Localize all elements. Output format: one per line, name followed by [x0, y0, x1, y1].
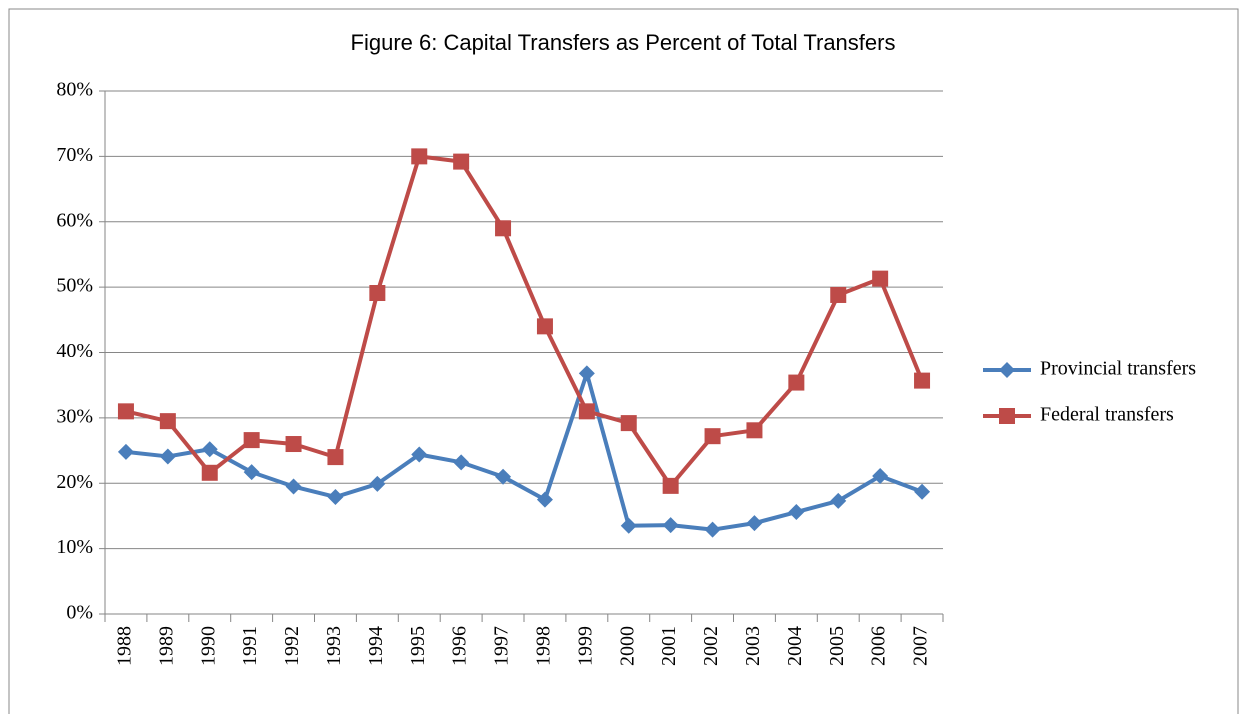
x-tick-label: 1994: [365, 626, 387, 666]
data-point: [578, 403, 595, 420]
legend-marker: [999, 362, 1015, 378]
data-point: [453, 153, 470, 170]
data-point: [117, 443, 134, 460]
y-tick-label: 40%: [56, 340, 93, 362]
x-tick-label: 2006: [868, 626, 890, 666]
x-tick-label: 1997: [491, 626, 513, 666]
y-tick-label: 50%: [56, 275, 93, 297]
y-tick-label: 70%: [56, 144, 93, 166]
data-point: [704, 521, 721, 538]
data-point: [746, 515, 763, 532]
data-point: [662, 477, 679, 494]
data-point: [495, 468, 512, 485]
x-tick-label: 2002: [700, 626, 722, 666]
x-tick-label: 1996: [449, 626, 471, 666]
data-point: [830, 492, 847, 509]
x-tick-label: 2003: [742, 626, 764, 666]
data-point: [662, 517, 679, 534]
data-point: [914, 372, 931, 389]
x-tick-label: 2005: [826, 626, 848, 666]
data-point: [369, 285, 386, 302]
data-point: [327, 488, 344, 505]
data-point: [201, 464, 218, 481]
data-point: [830, 286, 847, 303]
data-point: [620, 415, 637, 432]
legend-marker: [999, 408, 1015, 424]
x-tick-label: 1988: [114, 626, 136, 666]
data-point: [536, 318, 553, 335]
data-point: [704, 428, 721, 445]
data-point: [117, 403, 134, 420]
data-point: [536, 491, 553, 508]
y-tick-label: 10%: [56, 536, 93, 558]
x-tick-label: 1992: [281, 626, 303, 666]
data-point: [285, 436, 302, 453]
chart-frame: [8, 8, 1239, 714]
data-point: [159, 413, 176, 430]
data-point: [578, 365, 595, 382]
x-tick-label: 1991: [239, 626, 261, 666]
data-point: [285, 478, 302, 495]
data-point: [788, 374, 805, 391]
data-point: [872, 270, 889, 287]
x-tick-label: 2000: [616, 626, 638, 666]
x-tick-label: 1990: [197, 626, 219, 666]
x-tick-label: 1995: [407, 626, 429, 666]
data-point: [327, 449, 344, 466]
data-point: [243, 432, 260, 449]
data-point: [495, 220, 512, 237]
data-point: [411, 446, 428, 463]
data-point: [914, 483, 931, 500]
x-tick-label: 2004: [784, 626, 806, 666]
y-tick-label: 80%: [56, 79, 93, 101]
data-point: [453, 454, 470, 471]
data-point: [369, 475, 386, 492]
legend-label: Federal transfers: [1040, 404, 1174, 426]
data-point: [243, 464, 260, 481]
x-tick-label: 1993: [323, 626, 345, 666]
y-tick-label: 60%: [56, 209, 93, 231]
x-tick-label: 1999: [574, 626, 596, 666]
data-point: [620, 517, 637, 534]
y-tick-label: 20%: [56, 471, 93, 493]
x-tick-label: 2007: [910, 626, 932, 666]
data-point: [159, 448, 176, 465]
y-tick-label: 30%: [56, 405, 93, 427]
data-point: [788, 504, 805, 521]
data-point: [872, 468, 889, 485]
y-tick-label: 0%: [66, 602, 93, 624]
legend-label: Provincial transfers: [1040, 358, 1196, 380]
x-tick-label: 2001: [658, 626, 680, 666]
data-point: [411, 148, 428, 165]
x-tick-label: 1989: [155, 626, 177, 666]
data-point: [746, 422, 763, 439]
x-tick-label: 1998: [533, 626, 555, 666]
series-line: [125, 371, 923, 532]
chart-title: Figure 6: Capital Transfers as Percent o…: [351, 30, 896, 55]
data-point: [201, 441, 218, 458]
